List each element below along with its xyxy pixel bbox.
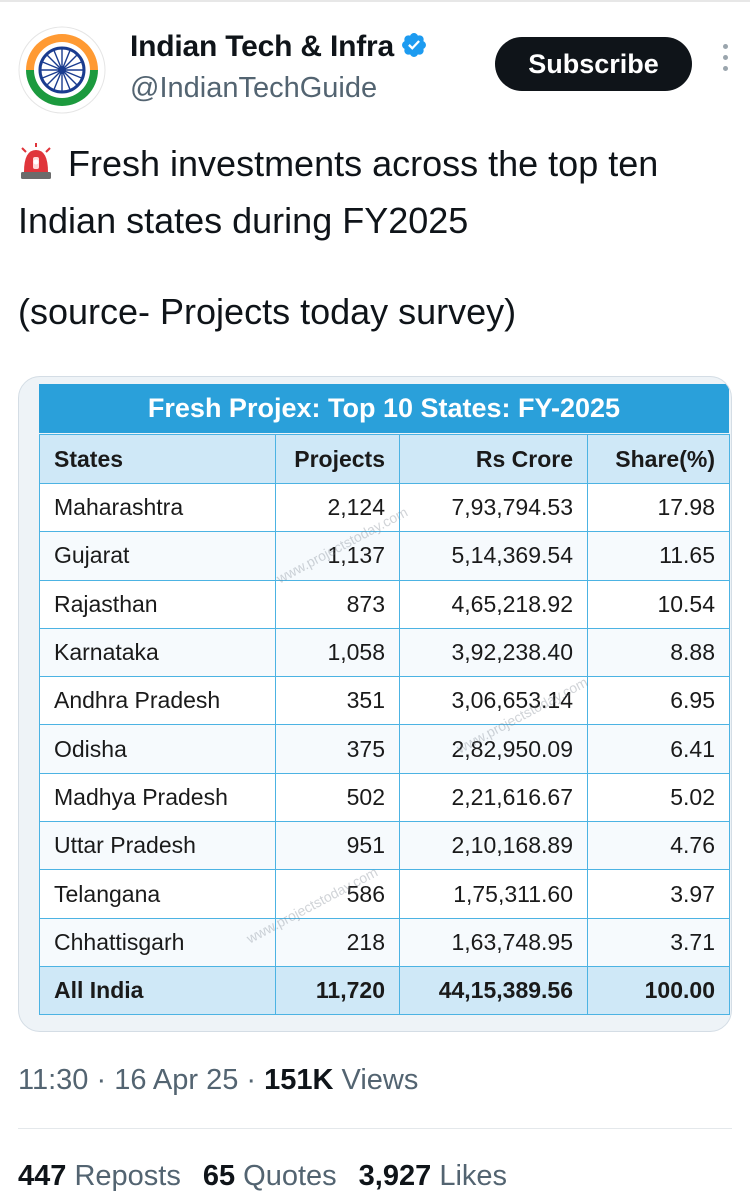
state-cell: Maharashtra [39,482,276,533]
investment-table: States Projects Rs Crore Share(%) Mahara… [39,434,730,1016]
table-row: Karnataka 1,058 3,92,238.40 8.88 [39,627,730,678]
share-cell: 10.54 [587,579,730,629]
table-row: Gujarat 1,137 5,14,369.54 11.65 [39,531,730,581]
reposts-count: 447 [18,1160,67,1192]
rs-crore-cell: 2,21,616.67 [399,772,588,823]
state-cell: Karnataka [39,627,276,678]
projects-cell: 586 [275,869,400,919]
state-cell: Gujarat [39,531,276,581]
avatar[interactable] [18,26,106,114]
likes-label: Likes [439,1160,508,1192]
stats-divider [18,1128,732,1129]
share-cell: 8.88 [587,627,730,678]
state-cell: Odisha [39,724,276,774]
display-name[interactable]: Indian Tech & Infra [130,30,428,67]
col-header-projects: Projects [275,434,400,484]
tweet-meta: 11:30 · 16 Apr 25 · 151K Views [18,1064,419,1096]
total-share-cell: 100.00 [587,965,730,1016]
share-cell: 3.97 [587,869,730,919]
col-header-rs-crore: Rs Crore [399,434,588,484]
views-label: Views [341,1064,419,1096]
share-cell: 4.76 [587,821,730,871]
projects-cell: 375 [275,724,400,774]
share-cell: 17.98 [587,482,730,533]
share-cell: 3.71 [587,917,730,967]
rs-crore-cell: 1,63,748.95 [399,917,588,967]
subscribe-button[interactable]: Subscribe [495,37,692,91]
quotes-label: Quotes [243,1160,337,1192]
table-title: Fresh Projex: Top 10 States: FY-2025 [39,384,729,433]
state-cell: Telangana [39,869,276,919]
projects-cell: 218 [275,917,400,967]
rs-crore-cell: 2,82,950.09 [399,724,588,774]
rs-crore-cell: 1,75,311.60 [399,869,588,919]
share-cell: 6.41 [587,724,730,774]
table-header-row: States Projects Rs Crore Share(%) [39,434,730,484]
rs-crore-cell: 4,65,218.92 [399,579,588,629]
state-cell: Chhattisgarh [39,917,276,967]
total-label-cell: All India [39,965,276,1016]
col-header-states: States [39,434,276,484]
rs-crore-cell: 5,14,369.54 [399,531,588,581]
table-row: Maharashtra 2,124 7,93,794.53 17.98 [39,482,730,533]
table-row: Odisha 375 2,82,950.09 6.41 [39,724,730,774]
table-row: Uttar Pradesh 951 2,10,168.89 4.76 [39,821,730,871]
account-handle[interactable]: @IndianTechGuide [130,72,378,104]
quotes-count: 65 [202,1160,236,1192]
projects-cell: 1,058 [275,627,400,678]
rs-crore-cell: 7,93,794.53 [399,482,588,533]
share-cell: 11.65 [587,531,730,581]
table-row: Madhya Pradesh 502 2,21,616.67 5.02 [39,772,730,823]
attached-image[interactable]: Fresh Projex: Top 10 States: FY-2025 Sta… [18,376,732,1032]
state-cell: Uttar Pradesh [39,821,276,871]
table-row: Chhattisgarh 218 1,63,748.95 3.71 [39,917,730,967]
verified-badge-icon [400,31,428,67]
police-siren-icon [18,142,54,195]
state-cell: Rajasthan [39,579,276,629]
likes-stat[interactable]: 3,927 Likes [359,1160,507,1192]
india-flag-chakra-icon [18,26,106,114]
projects-cell: 502 [275,772,400,823]
tweet-source-line: (source- Projects today survey) [18,291,517,332]
state-cell: Madhya Pradesh [39,772,276,823]
more-options-icon[interactable] [718,44,732,84]
top-divider [0,0,750,2]
col-header-share: Share(%) [587,434,730,484]
table-row: Telangana 586 1,75,311.60 3.97 [39,869,730,919]
projects-cell: 951 [275,821,400,871]
total-projects-cell: 11,720 [275,965,400,1016]
tweet-time[interactable]: 11:30 [18,1064,89,1096]
share-cell: 6.95 [587,676,730,726]
share-cell: 5.02 [587,772,730,823]
table-row: Rajasthan 873 4,65,218.92 10.54 [39,579,730,629]
projects-cell: 351 [275,676,400,726]
state-cell: Andhra Pradesh [39,676,276,726]
engagement-stats: 447 Reposts 65 Quotes 3,927 Likes [18,1160,529,1193]
projects-cell: 873 [275,579,400,629]
rs-crore-cell: 3,92,238.40 [399,627,588,678]
table-row: Andhra Pradesh 351 3,06,653.14 6.95 [39,676,730,726]
likes-count: 3,927 [358,1160,432,1192]
rs-crore-cell: 2,10,168.89 [399,821,588,871]
reposts-label: Reposts [74,1160,181,1192]
quotes-stat[interactable]: 65 Quotes [203,1160,337,1192]
display-name-text: Indian Tech & Infra [130,30,395,63]
reposts-stat[interactable]: 447 Reposts [18,1160,181,1192]
total-rs-crore-cell: 44,15,389.56 [399,965,588,1016]
table-total-row: All India 11,720 44,15,389.56 100.00 [39,965,730,1016]
projects-cell: 2,124 [275,482,400,533]
rs-crore-cell: 3,06,653.14 [399,676,588,726]
projects-cell: 1,137 [275,531,400,581]
tweet-line: Fresh investments across the top ten Ind… [18,143,659,241]
tweet-text: Fresh investments across the top ten Ind… [18,138,743,246]
views-count: 151K [264,1064,334,1096]
tweet-date[interactable]: 16 Apr 25 [114,1064,239,1096]
